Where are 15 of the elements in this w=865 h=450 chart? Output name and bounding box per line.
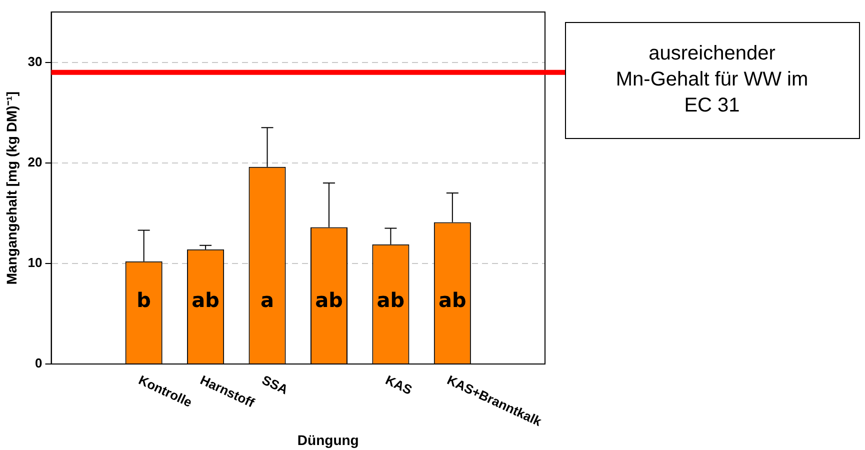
annotation: a bbox=[260, 288, 274, 312]
x-tick-label: SSA bbox=[260, 372, 291, 398]
annotation: b bbox=[136, 288, 151, 312]
y-tick-label: 10 bbox=[28, 255, 42, 270]
annotation: ab bbox=[438, 288, 466, 312]
y-axis-title: Mangangehalt [mg (kg DM)⁻¹] bbox=[3, 91, 20, 285]
x-axis-title: Düngung bbox=[297, 432, 359, 448]
y-tick-label: 30 bbox=[28, 54, 42, 69]
annotation: ab bbox=[192, 288, 220, 312]
ref-line-label: ausreichender Mn-Gehalt für WW im EC 31 bbox=[616, 42, 808, 117]
annotation: ab bbox=[376, 288, 405, 312]
annotation: ab bbox=[315, 288, 343, 312]
y-tick-label: 20 bbox=[28, 154, 42, 170]
x-tick-label: KAS bbox=[383, 372, 415, 398]
y-tick-label: 0 bbox=[35, 356, 42, 371]
